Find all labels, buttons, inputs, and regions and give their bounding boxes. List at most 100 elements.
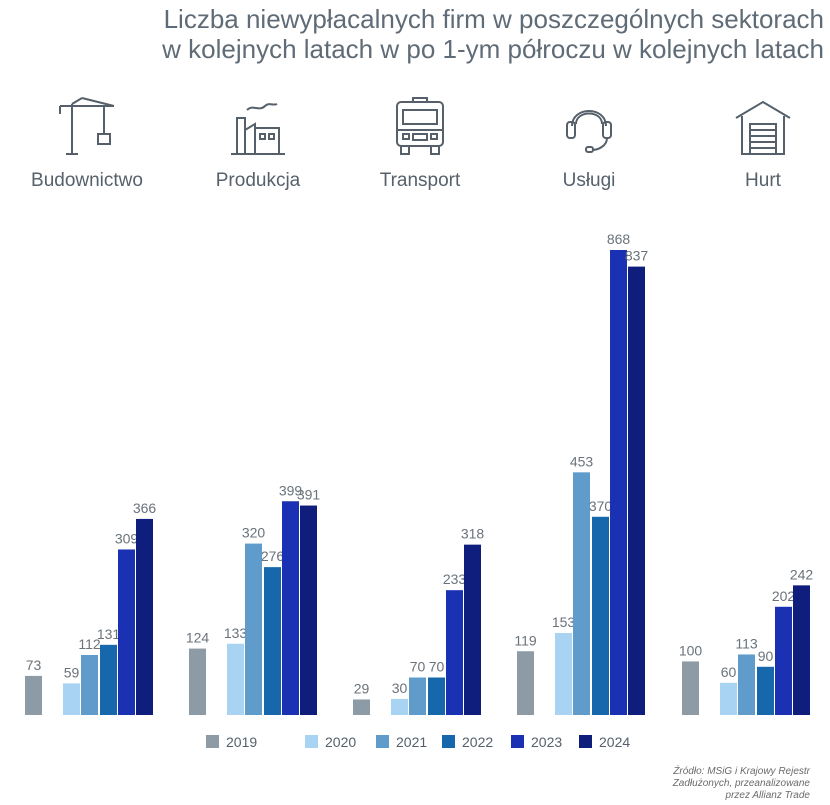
bar-2023-3 [446,590,463,715]
source-line3: przez Allianz Trade [725,790,810,801]
legend-label: 2021 [396,734,427,750]
legend-item-2019: 2019 [206,734,257,750]
sector-produkcja: Produkcja [183,96,333,191]
data-label: 453 [570,453,594,469]
legend-item-2024: 2024 [579,734,630,750]
bar-2023-4 [610,250,627,715]
source-note: Źródło: MSiG i Krajowy Rejestr Zadłużony… [550,766,810,802]
bar-2022-1 [100,644,117,715]
sector-uslugi: Usługi [514,96,664,191]
crane-icon [59,97,115,155]
data-label: 73 [26,657,42,673]
bar-2019-2 [189,648,206,715]
truck-icon [396,97,444,155]
data-label: 366 [133,500,157,516]
data-label: 113 [735,635,758,651]
bar-2019-1 [25,675,42,715]
legend-item-2022: 2022 [442,734,493,750]
data-label: 131 [97,626,121,642]
legend-item-2021: 2021 [376,734,427,750]
sector-hurt: Hurt [688,96,830,191]
data-label: 59 [64,664,80,680]
data-label: 30 [392,680,408,696]
bar-2024-4 [628,266,645,715]
chart-title: Liczba niewypłacalnych firm w poszczegól… [24,4,824,64]
sector-budownictwo: Budownictwo [12,96,162,191]
data-label: 242 [790,566,814,582]
bar-2020-5 [720,682,737,715]
bar-2024-1 [136,518,153,715]
bar-2022-4 [592,516,609,715]
data-label: 119 [514,632,537,648]
sector-label: Budownictwo [31,170,143,191]
bar-2020-2 [227,643,244,715]
chart-title-line2: w kolejnych latach w po 1-ym półroczu w … [162,34,824,64]
bar-2021-1 [81,655,98,715]
data-label: 90 [758,648,774,664]
data-label: 124 [186,630,210,646]
data-label: 370 [589,498,613,514]
source-line1: Źródło: MSiG i Krajowy Rejestr [673,766,810,777]
data-label: 112 [78,636,101,652]
sector-label: Hurt [745,170,781,191]
data-label: 70 [429,659,445,675]
source-line2: Zadłużonych, przeanalizowane [672,778,810,789]
bar-2023-1 [118,549,135,715]
bar-2022-5 [757,666,774,715]
headset-icon [566,110,612,153]
sector-transport: Transport [345,96,495,191]
warehouse-icon [735,100,791,155]
bar-2020-4 [555,633,572,715]
legend-swatch [376,735,389,748]
data-label: 29 [354,680,370,696]
legend-label: 2023 [531,734,562,750]
legend-item-2020: 2020 [305,734,356,750]
bar-2024-2 [300,505,317,715]
bar-2024-3 [464,544,481,715]
legend-label: 2024 [599,734,630,750]
bar-2021-5 [738,654,755,715]
legend-swatch [442,735,455,748]
data-label: 153 [552,614,576,630]
sector-label: Produkcja [215,170,301,191]
data-label: 868 [607,231,631,247]
data-label: 133 [224,625,248,641]
legend-label: 2022 [462,734,493,750]
bar-2019-3 [353,699,370,715]
bar-2023-5 [775,606,792,715]
bar-2022-3 [428,677,445,715]
data-label: 202 [772,588,796,604]
data-label: 837 [625,248,649,264]
legend-item-2023: 2023 [511,734,562,750]
bar-2020-3 [391,698,408,715]
bar-2019-4 [517,651,534,715]
data-label: 100 [679,642,703,658]
factory-icon [231,103,285,155]
data-label: 276 [261,548,285,564]
bar-2024-5 [793,585,810,715]
data-label: 399 [279,482,303,498]
legend-swatch [305,735,318,748]
bar-2021-2 [245,543,262,715]
data-label: 309 [115,530,139,546]
data-label: 60 [721,664,737,680]
bar-2019-5 [682,661,699,715]
chart-title-line1: Liczba niewypłacalnych firm w poszczegól… [163,4,824,34]
data-label: 320 [242,525,266,541]
legend-swatch [579,735,592,748]
data-label: 233 [443,571,467,587]
data-label: 70 [410,659,426,675]
bar-2023-2 [282,501,299,715]
bar-2021-3 [409,677,426,715]
bar-2021-4 [573,472,590,715]
sector-label: Usługi [562,170,616,191]
data-label: 318 [461,526,485,542]
legend-label: 2020 [325,734,356,750]
bar-2022-2 [264,567,281,715]
data-label: 391 [297,487,321,503]
sector-label: Transport [379,170,461,191]
legend-label: 2019 [226,734,257,750]
bar-2020-1 [63,683,80,715]
legend-swatch [511,735,524,748]
